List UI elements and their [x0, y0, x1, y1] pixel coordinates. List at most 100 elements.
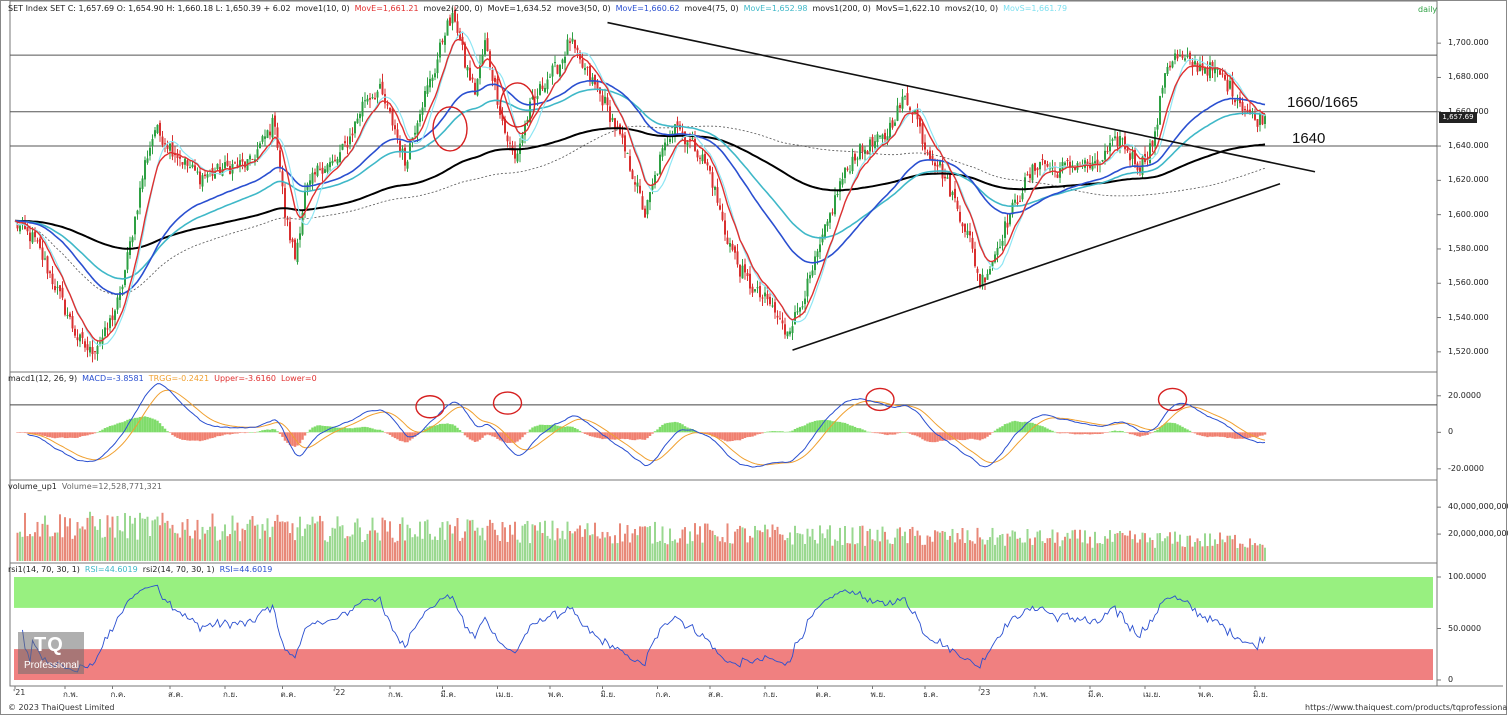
macd-histogram-bar	[388, 432, 392, 435]
macd-histogram-bar	[953, 432, 957, 440]
candle-body	[366, 98, 369, 102]
macd-histogram-bar	[863, 430, 867, 433]
macd-histogram-bar	[1116, 431, 1119, 433]
volume-bar	[166, 520, 169, 561]
candle-body	[316, 165, 319, 176]
volume-bar	[819, 525, 821, 561]
volume-bar	[431, 539, 434, 561]
candle-body	[1066, 159, 1069, 161]
candle-body	[44, 258, 46, 260]
candle-body	[729, 243, 731, 247]
macd-histogram-bar	[318, 425, 322, 433]
volume-bar	[56, 532, 59, 561]
macd-histogram-bar	[281, 432, 284, 437]
macd-histogram-bar	[151, 418, 154, 433]
candle-body	[301, 212, 304, 235]
candle-body	[996, 247, 999, 256]
candle-body	[584, 67, 586, 71]
volume-bar	[981, 539, 984, 561]
candle-body	[779, 318, 781, 320]
candle-body	[616, 126, 619, 128]
volume-bar	[231, 515, 234, 561]
macd-histogram-bar	[598, 432, 602, 439]
macd-histogram-bar	[926, 432, 929, 442]
volume-bar	[896, 528, 899, 561]
macd-histogram-bar	[188, 432, 192, 441]
macd-histogram-bar	[1171, 422, 1174, 433]
macd-histogram-bar	[751, 432, 754, 437]
macd-histogram-bar	[733, 432, 737, 441]
candle-body	[224, 162, 226, 169]
candle-body	[484, 40, 486, 55]
candle-body	[304, 190, 306, 211]
volume-bar	[156, 516, 159, 561]
candle-body	[881, 134, 884, 139]
candle-body	[571, 38, 574, 42]
candle-body	[141, 178, 144, 189]
macd-histogram-bar	[516, 432, 519, 442]
volume-bar	[1004, 545, 1006, 561]
macd-histogram-bar	[468, 432, 472, 440]
candle-body	[531, 97, 534, 100]
volume-bar	[554, 540, 556, 561]
macd-histogram-bar	[836, 421, 839, 433]
ma-75-line	[14, 88, 1265, 280]
volume-bar	[249, 519, 251, 561]
volume-bar	[899, 527, 901, 561]
candle-body	[159, 122, 161, 136]
macd-histogram-bar	[1018, 421, 1022, 433]
volume-bar	[976, 527, 979, 561]
candle-body	[646, 199, 649, 215]
candle-body	[441, 40, 444, 43]
volume-bar	[351, 534, 354, 561]
volume-bar	[736, 529, 739, 561]
volume-bar	[511, 534, 514, 561]
macd-histogram-bar	[753, 432, 757, 436]
candle-body	[46, 256, 49, 274]
x-tick-label: ส.ค.	[168, 690, 184, 699]
macd-histogram-bar	[798, 426, 802, 433]
macd-histogram-bar	[1263, 432, 1267, 435]
macd-histogram-bar	[136, 417, 139, 433]
volume-bar	[284, 522, 286, 561]
footer-url[interactable]: https://www.thaiquest.com/products/tqpro…	[1305, 703, 1508, 712]
volume-bar	[634, 528, 636, 561]
candle-body	[871, 136, 874, 146]
volume-bar	[151, 520, 154, 561]
volume-bar	[94, 526, 96, 561]
candle-body	[1164, 73, 1166, 88]
macd-histogram-bar	[618, 432, 622, 440]
volume-bar	[719, 541, 721, 561]
candle-body	[589, 65, 591, 81]
macd-histogram-bar	[1238, 432, 1242, 439]
candle-body	[981, 274, 984, 287]
macd-histogram-bar	[18, 432, 22, 433]
volume-bar	[341, 525, 344, 561]
candle-body	[124, 270, 126, 286]
candle-body	[356, 118, 359, 124]
candle-body	[469, 67, 471, 81]
candle-body	[1179, 55, 1181, 57]
candle-body	[711, 172, 714, 188]
macd-histogram-bar	[756, 432, 759, 435]
volume-bar	[1211, 545, 1214, 561]
macd-histogram-bar	[518, 432, 522, 440]
volume-pane-header: volume_up1 Volume=12,528,771,321	[8, 482, 167, 491]
volume-bar	[901, 536, 904, 561]
volume-bar	[974, 543, 976, 561]
macd-histogram-bar	[1066, 432, 1069, 434]
candle-body	[179, 156, 181, 159]
macd-histogram-bar	[303, 432, 307, 436]
volume-bar	[306, 524, 309, 561]
volume-bar	[1046, 538, 1049, 561]
macd-histogram-bar	[776, 431, 779, 433]
macd-histogram-bar	[383, 432, 387, 433]
macd-histogram-bar	[233, 432, 237, 434]
volume-bar	[19, 531, 21, 561]
macd-histogram-bar	[838, 421, 842, 433]
candle-body	[181, 162, 184, 165]
volume-bar	[401, 517, 404, 561]
macd-histogram-bar	[273, 429, 277, 433]
macd-histogram-bar	[1168, 422, 1172, 433]
